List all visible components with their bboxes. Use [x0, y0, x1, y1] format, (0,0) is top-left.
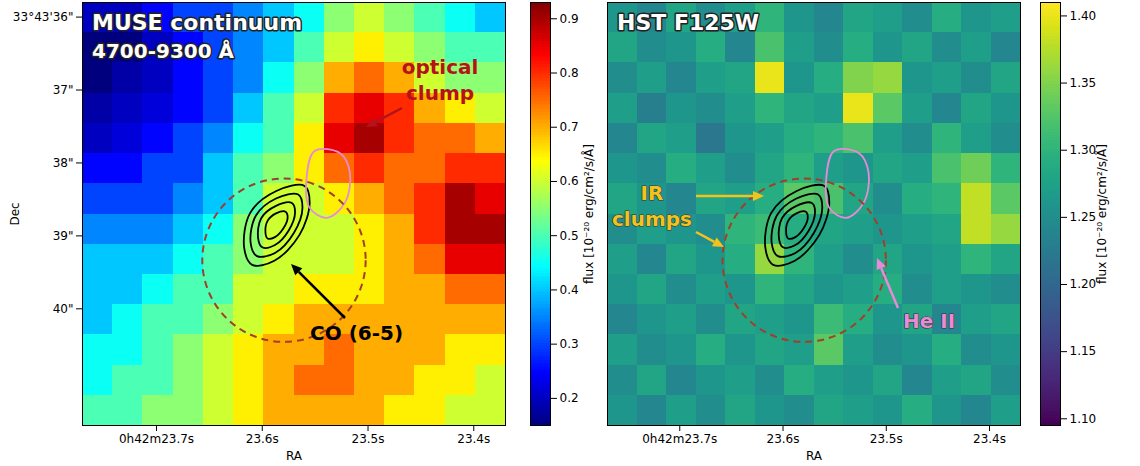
svg-text:MUSE continuum: MUSE continuum: [92, 10, 302, 35]
svg-text:1.15: 1.15: [1070, 344, 1097, 358]
svg-text:clumps: clumps: [612, 207, 692, 231]
svg-text:0.7: 0.7: [560, 120, 579, 134]
svg-text:0.4: 0.4: [560, 283, 579, 297]
svg-text:0.5: 0.5: [560, 229, 579, 243]
svg-text:0.9: 0.9: [560, 12, 579, 26]
svg-text:0.8: 0.8: [560, 66, 579, 80]
svg-text:39": 39": [53, 229, 74, 243]
svg-text:0h42m23.7s: 0h42m23.7s: [119, 432, 194, 446]
svg-text:clump: clump: [406, 81, 474, 105]
svg-text:23.4s: 23.4s: [973, 432, 1006, 446]
svg-text:1.25: 1.25: [1070, 210, 1097, 224]
svg-text:RA: RA: [286, 449, 303, 463]
svg-text:38": 38": [53, 156, 74, 170]
svg-text:1.10: 1.10: [1070, 412, 1097, 426]
svg-text:0.3: 0.3: [560, 337, 579, 351]
svg-text:23.6s: 23.6s: [767, 432, 800, 446]
svg-text:23.4s: 23.4s: [457, 432, 490, 446]
svg-text:flux [10⁻²⁰ erg/cm²/s/Å]: flux [10⁻²⁰ erg/cm²/s/Å]: [1094, 144, 1109, 284]
svg-text:1.20: 1.20: [1070, 277, 1097, 291]
svg-text:4700-9300 Å: 4700-9300 Å: [92, 39, 235, 63]
svg-text:0.2: 0.2: [560, 391, 579, 405]
svg-text:He II: He II: [903, 309, 955, 333]
svg-text:23.5s: 23.5s: [352, 432, 385, 446]
svg-text:37": 37": [53, 83, 74, 97]
svg-text:HST F125W: HST F125W: [617, 10, 759, 35]
svg-text:CO (6-5): CO (6-5): [310, 321, 403, 345]
svg-text:23.5s: 23.5s: [870, 432, 903, 446]
svg-text:Dec: Dec: [8, 202, 22, 225]
svg-text:flux [10⁻²⁰ erg/cm²/s/Å]: flux [10⁻²⁰ erg/cm²/s/Å]: [581, 144, 596, 284]
svg-text:RA: RA: [806, 449, 823, 463]
svg-text:IR: IR: [641, 181, 664, 205]
svg-text:optical: optical: [402, 55, 479, 79]
svg-text:40": 40": [53, 302, 74, 316]
svg-text:23.6s: 23.6s: [246, 432, 279, 446]
svg-text:0h42m23.7s: 0h42m23.7s: [642, 432, 717, 446]
svg-text:1.35: 1.35: [1070, 76, 1097, 90]
svg-text:0.6: 0.6: [560, 174, 579, 188]
svg-text:1.40: 1.40: [1070, 9, 1097, 23]
svg-text:33°43'36": 33°43'36": [13, 10, 74, 24]
svg-text:1.30: 1.30: [1070, 143, 1097, 157]
